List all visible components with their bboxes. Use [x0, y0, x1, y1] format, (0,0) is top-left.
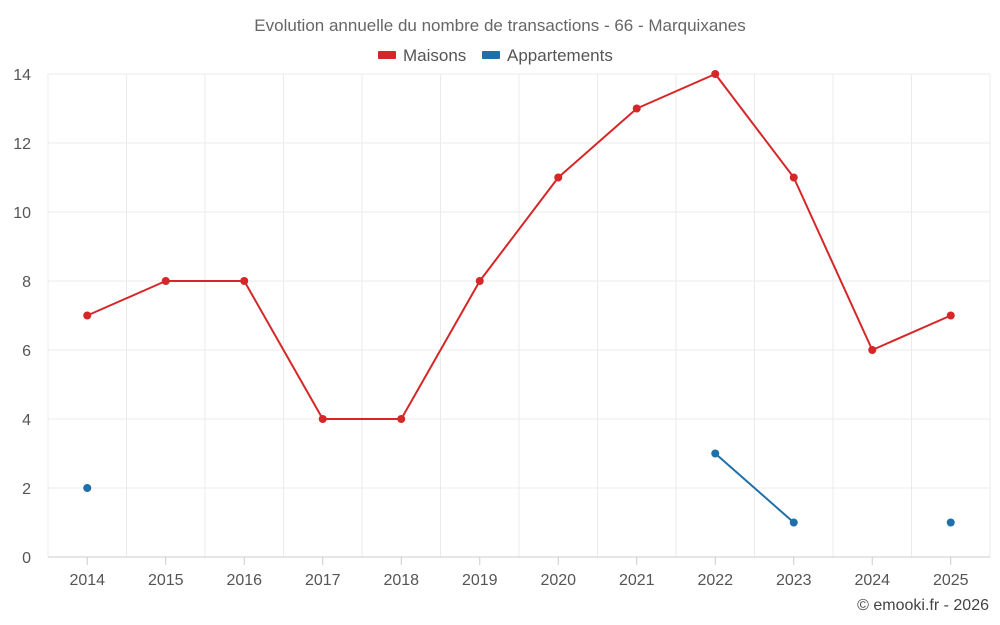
legend-label-maisons: Maisons: [403, 46, 466, 65]
y-tick-label: 8: [22, 274, 31, 291]
data-point[interactable]: [83, 311, 92, 320]
series-line: [86, 73, 952, 420]
legend-item-appartements[interactable]: Appartements: [482, 46, 613, 65]
series-line: [714, 452, 795, 524]
x-tick-label: 2022: [697, 572, 733, 589]
data-point[interactable]: [711, 70, 720, 78]
chart-title: Evolution annuelle du nombre de transact…: [254, 16, 745, 35]
data-point[interactable]: [554, 173, 563, 182]
series-layer: [83, 70, 955, 527]
x-tick-label: 2023: [776, 572, 812, 589]
x-tick-label: 2019: [462, 572, 498, 589]
data-point[interactable]: [475, 277, 484, 285]
y-tick-label: 10: [13, 205, 31, 222]
axes: 0 2 4 6 8 10 12 14 2014 2015 2016 2017 2018 2019 2020 2…: [13, 67, 990, 589]
data-point[interactable]: [868, 346, 877, 354]
legend-label-appartements: Appartements: [507, 46, 613, 65]
x-tick-label: 2015: [148, 572, 184, 589]
data-point[interactable]: [161, 277, 170, 285]
x-tick-label: 2024: [854, 572, 890, 589]
x-tick-label: 2025: [933, 572, 969, 589]
data-point[interactable]: [83, 484, 92, 492]
x-tick-label: 2016: [226, 572, 262, 589]
series-maisons: [83, 70, 955, 423]
series-appartements: [83, 449, 955, 527]
data-point[interactable]: [946, 311, 955, 320]
grid: [47, 73, 991, 557]
data-point[interactable]: [240, 277, 249, 285]
y-tick-label: 14: [13, 67, 31, 84]
y-tick-label: 6: [22, 343, 31, 360]
data-point[interactable]: [789, 173, 798, 182]
y-tick-label: 4: [22, 412, 31, 429]
y-tick-label: 0: [22, 550, 31, 567]
x-tick-label: 2017: [305, 572, 341, 589]
y-tick-label: 12: [13, 136, 31, 153]
legend-item-maisons[interactable]: Maisons: [378, 46, 466, 65]
y-tick-label: 2: [22, 481, 31, 498]
data-point[interactable]: [318, 415, 327, 423]
data-point[interactable]: [946, 518, 955, 527]
data-point[interactable]: [632, 104, 641, 113]
data-point[interactable]: [711, 449, 720, 458]
x-tick-label: 2014: [69, 572, 105, 589]
x-tick-label: 2021: [619, 572, 655, 589]
legend: Maisons Appartements: [378, 46, 613, 65]
data-point[interactable]: [789, 518, 798, 527]
legend-swatch-maisons: [378, 51, 396, 59]
x-tick-label: 2020: [540, 572, 576, 589]
credit-text: © emooki.fr - 2026: [857, 597, 989, 614]
legend-swatch-appartements: [482, 51, 500, 59]
x-tick-label: 2018: [383, 572, 419, 589]
data-point[interactable]: [397, 415, 406, 423]
